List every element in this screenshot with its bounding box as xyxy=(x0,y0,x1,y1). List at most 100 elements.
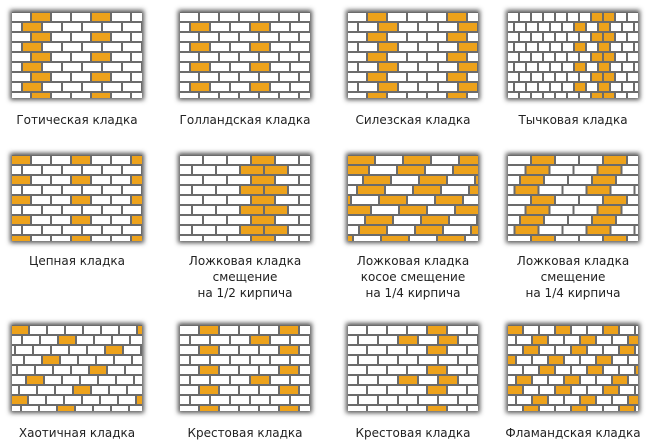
brick xyxy=(556,326,570,334)
brick xyxy=(211,83,229,91)
brick xyxy=(92,156,110,164)
brick xyxy=(640,53,650,61)
brick xyxy=(416,226,442,234)
brick xyxy=(191,43,209,51)
brick xyxy=(84,326,100,334)
brick xyxy=(479,376,497,384)
brick xyxy=(587,186,610,194)
brick xyxy=(138,326,142,334)
brick xyxy=(12,386,18,394)
brick xyxy=(271,356,289,364)
brick xyxy=(12,63,21,71)
brick xyxy=(260,326,278,334)
brick xyxy=(575,83,585,91)
brick xyxy=(539,63,549,71)
brick xyxy=(12,236,30,241)
brick xyxy=(515,83,525,91)
brick xyxy=(422,216,448,224)
brick xyxy=(428,386,446,394)
brick xyxy=(149,336,165,344)
brick xyxy=(368,406,386,411)
brick xyxy=(112,176,130,184)
brick xyxy=(468,13,478,21)
brick xyxy=(556,93,566,98)
brick xyxy=(533,356,547,364)
brick xyxy=(399,376,417,384)
brick xyxy=(152,216,170,224)
brick xyxy=(636,406,638,411)
brick xyxy=(539,186,562,194)
brick xyxy=(580,156,602,164)
brick xyxy=(508,156,530,164)
brick xyxy=(388,346,406,354)
brick xyxy=(604,33,614,41)
brick xyxy=(468,53,478,61)
brick xyxy=(640,33,650,41)
brick xyxy=(508,196,530,204)
brick xyxy=(23,166,41,174)
brick xyxy=(556,13,566,21)
brick xyxy=(52,196,70,204)
brick xyxy=(551,63,561,71)
brick xyxy=(65,396,81,404)
brick xyxy=(448,73,466,81)
brick xyxy=(220,93,238,98)
brick xyxy=(354,236,380,241)
brick xyxy=(563,63,573,71)
brick xyxy=(12,156,30,164)
brick xyxy=(200,13,218,21)
brick xyxy=(540,386,554,394)
brick xyxy=(379,376,397,384)
brick xyxy=(63,43,81,51)
brick xyxy=(527,83,537,91)
brick xyxy=(92,13,110,21)
brick xyxy=(83,23,101,31)
brick xyxy=(271,43,289,51)
brick xyxy=(251,396,269,404)
brick xyxy=(115,356,131,364)
brick xyxy=(191,396,209,404)
brick xyxy=(43,186,61,194)
brick xyxy=(204,236,226,241)
brick xyxy=(23,336,39,344)
brick xyxy=(556,236,578,241)
brick xyxy=(592,93,602,98)
tile-label: Готическая кладка xyxy=(16,113,137,127)
brick xyxy=(388,73,406,81)
brick xyxy=(103,43,121,51)
brick xyxy=(641,216,660,224)
brick xyxy=(38,386,54,394)
brick xyxy=(359,43,377,51)
brick xyxy=(456,206,478,214)
brick xyxy=(20,386,36,394)
brick xyxy=(379,83,397,91)
brick xyxy=(629,356,638,364)
brick xyxy=(419,23,437,31)
brick xyxy=(439,23,457,31)
brick xyxy=(180,196,202,204)
brick xyxy=(143,206,161,214)
brick xyxy=(103,166,121,174)
brick xyxy=(604,366,618,374)
brick xyxy=(211,43,229,51)
brick xyxy=(432,156,458,164)
brick xyxy=(368,93,386,98)
brick xyxy=(191,376,209,384)
tile-label: Ложковая кладка xyxy=(189,254,301,268)
brick xyxy=(217,166,239,174)
brick xyxy=(251,83,269,91)
brick xyxy=(348,166,368,174)
brick xyxy=(204,156,226,164)
brick xyxy=(482,166,508,174)
brick xyxy=(575,63,585,71)
brick xyxy=(12,376,25,384)
brick xyxy=(193,206,215,214)
brick xyxy=(92,386,108,394)
brick xyxy=(556,386,570,394)
tile-label: косое смещение xyxy=(361,270,465,284)
brick xyxy=(320,326,338,334)
brick xyxy=(12,176,30,184)
brick xyxy=(488,346,506,354)
brick xyxy=(379,336,397,344)
brick xyxy=(251,63,269,71)
